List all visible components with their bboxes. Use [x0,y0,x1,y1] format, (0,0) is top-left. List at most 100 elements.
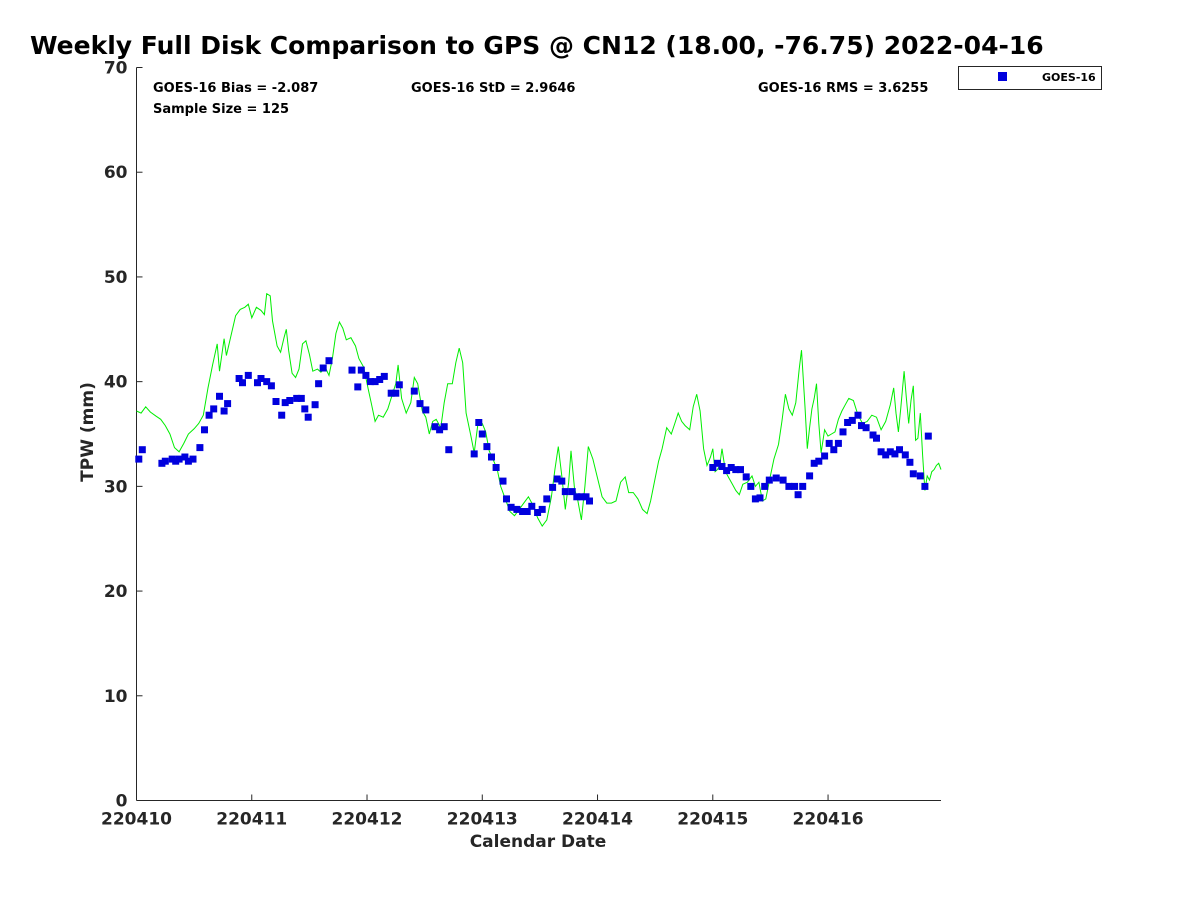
goes16-point [239,379,246,387]
plot-area [136,67,941,801]
x-tick-label: 220415 [677,810,748,830]
goes16-point [499,477,507,485]
gps-line [136,292,942,528]
goes16-point [834,439,842,447]
goes16-point [492,464,500,471]
goes16-point [478,430,486,438]
goes16-point [175,455,183,463]
goes16-point [732,466,740,474]
goes16-point [376,376,384,383]
goes16-point [201,426,208,434]
goes16-point [573,493,581,501]
goes16-point [507,503,515,511]
x-axis-label: Calendar Date [470,832,607,852]
goes16-point [543,495,551,503]
goes16-point [392,389,400,397]
goes16-point [161,457,169,465]
goes16-point [844,419,852,426]
goes16-point [577,493,585,501]
gps-series [136,292,942,528]
y-tick-label: 70 [104,59,128,79]
x-tick-label: 220414 [562,810,633,830]
goes16-point [263,378,271,386]
goes16-point [371,378,379,386]
goes16-point [184,457,192,465]
goes16-point [561,488,569,496]
chart-title: Weekly Full Disk Comparison to GPS @ CN1… [30,31,1044,60]
goes16-point [713,459,721,467]
goes16-point [135,455,143,463]
x-tick-label: 220413 [447,810,518,830]
goes16-point [304,413,312,421]
x-tick-label: 220412 [332,810,403,830]
goes16-point [224,400,232,408]
goes16-point [181,453,189,461]
y-tick-label: 0 [116,792,128,812]
goes16-point [445,446,453,454]
legend: GOES-16 [958,66,1102,90]
goes16-point [513,505,521,513]
goes16-point [916,472,924,480]
goes16-point [737,466,744,474]
legend-label-goes16: GOES-16 [1042,71,1096,84]
x-ticks: 220410 220411 220412 220413 220414 220415 2204… [101,794,864,830]
goes16-point [436,426,444,434]
goes16-point [528,502,536,510]
goes16-point [483,443,491,451]
goes16-point [357,366,365,374]
y-tick-label: 30 [104,477,128,497]
goes16-point [440,423,448,431]
goes16-point [475,419,483,426]
goes16-point [519,508,527,515]
goes16-point [549,483,557,491]
x-tick-label: 220416 [793,810,864,830]
x-tick-label: 220410 [101,810,172,830]
goes16-point [751,495,759,503]
goes16-point [896,446,903,454]
sample-size-annotation: Sample Size = 125 [153,102,289,117]
goes16-point [293,394,301,402]
goes16-point [523,508,531,515]
goes16-point [416,400,424,408]
y-axis-label: TPW (mm) [78,382,98,482]
goes16-point [553,475,561,483]
goes16-point [765,476,773,484]
goes16-point [189,455,197,463]
goes16-point [319,364,327,372]
goes16-point [138,446,146,454]
goes16-point [858,422,865,430]
goes16-point [727,464,735,471]
goes16-point [586,497,593,505]
goes16-point [761,482,769,490]
legend-box [958,66,1102,90]
goes16-point [772,474,780,482]
goes16-point [267,382,275,390]
y-tick-label: 10 [104,687,128,707]
goes16-point [747,482,755,490]
goes16-point [785,482,793,490]
goes16-point [806,472,814,480]
goes-series [135,357,932,516]
goes16-point [799,482,807,490]
goes16-point [830,446,838,454]
goes16-point [718,463,726,470]
goes16-point [488,453,495,461]
goes16-point [315,380,323,388]
bias-annotation: GOES-16 Bias = -2.087 [153,81,318,96]
goes16-point [709,464,717,471]
goes16-point [839,428,847,436]
y-tick-label: 50 [104,268,128,288]
goes16-point [380,372,388,380]
y-tick-label: 40 [104,373,128,393]
rms-annotation: GOES-16 RMS = 3.6255 [758,81,928,96]
goes16-point [196,444,204,452]
y-tick-label: 20 [104,582,128,602]
goes16-point [825,439,833,447]
goes16-point [257,375,265,382]
goes16-point [286,397,294,404]
goes16-point [906,458,914,466]
y-tick-label: 60 [104,163,128,183]
goes16-point [810,459,818,467]
goes16-point [921,482,929,490]
goes16-point [538,505,546,513]
